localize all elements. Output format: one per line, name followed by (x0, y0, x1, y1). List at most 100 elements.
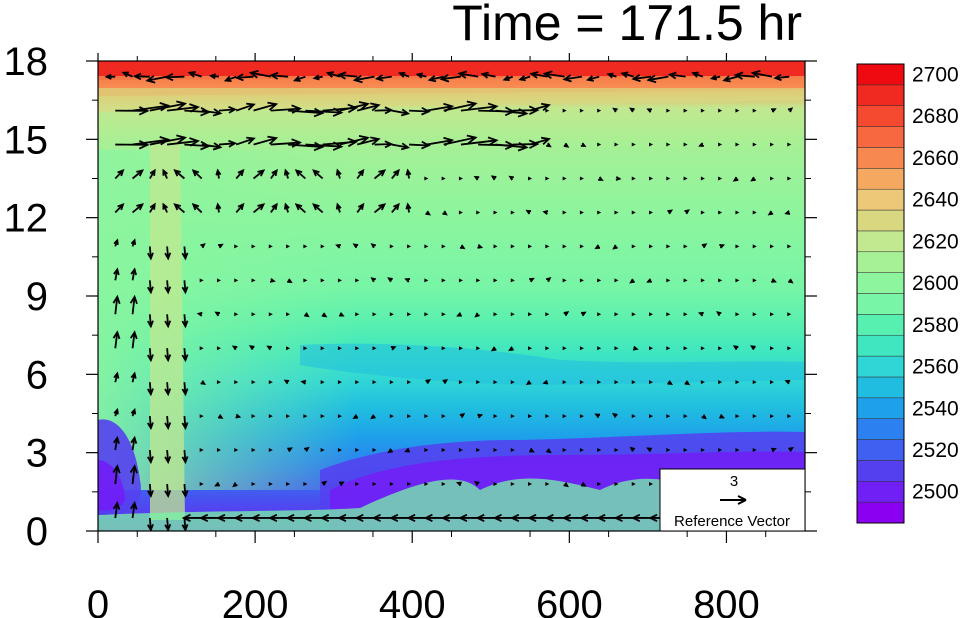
wind-vector (614, 448, 619, 453)
wind-vector (424, 346, 429, 351)
colorbar-swatch (856, 251, 905, 273)
wind-vector (750, 345, 756, 351)
wind-vector (579, 244, 584, 249)
wind-vector (302, 513, 323, 523)
wind-vector (130, 371, 137, 383)
wind-vector (787, 142, 792, 147)
wind-vector (285, 513, 306, 523)
wind-vector (545, 176, 550, 181)
wind-vector (649, 176, 654, 181)
wind-vector (373, 203, 387, 214)
wind-vector (614, 142, 619, 147)
x-tick-label: 600 (536, 583, 603, 618)
wind-vector (476, 210, 481, 215)
wind-vector (715, 311, 722, 317)
wind-vector (594, 244, 601, 250)
wind-vector (493, 482, 498, 486)
wind-vector (215, 202, 222, 213)
wind-vector (493, 244, 498, 249)
wind-vector (646, 278, 652, 283)
y-tick-label: 9 (26, 275, 48, 319)
wind-vector (339, 312, 345, 317)
wind-vector (130, 501, 138, 519)
wind-vector (200, 380, 207, 386)
wind-vector (594, 413, 601, 419)
wind-vector (474, 312, 480, 318)
wind-vector (649, 414, 654, 419)
wind-vector (270, 168, 278, 180)
wind-vector (667, 209, 674, 215)
wind-vector (709, 74, 721, 81)
wind-vector (546, 448, 552, 454)
wind-vector (132, 135, 171, 146)
wind-vector (335, 168, 342, 179)
wind-vector (493, 448, 498, 453)
wind-vector (149, 100, 188, 112)
wind-vector (147, 348, 154, 363)
wind-vector (683, 244, 688, 249)
wind-vector (129, 464, 138, 485)
wind-vector (415, 72, 427, 79)
wind-vector (104, 73, 116, 80)
wind-vector (208, 73, 220, 80)
wind-vector (235, 136, 256, 146)
wind-vector (529, 447, 535, 453)
wind-vector (149, 202, 156, 213)
wind-vector (700, 210, 705, 215)
wind-vector (510, 244, 515, 249)
colorbar-swatch (856, 334, 905, 357)
wind-vector (300, 379, 307, 385)
wind-vector (251, 278, 256, 283)
wind-vector (268, 482, 273, 486)
x-tick-label: 0 (87, 583, 109, 618)
wind-vector (320, 346, 325, 351)
colorbar-swatch (856, 460, 905, 482)
wind-vector (312, 203, 324, 214)
wind-vector (752, 448, 757, 453)
wind-vector (691, 71, 704, 78)
wind-vector (251, 482, 256, 486)
wind-vector (718, 210, 723, 215)
wind-vector (529, 102, 551, 112)
wind-vector (684, 209, 690, 215)
wind-vector (649, 482, 654, 486)
colorbar-label: 2560 (912, 356, 959, 379)
wind-vector (613, 513, 634, 523)
wind-vector (771, 447, 777, 453)
wind-vector (215, 168, 222, 179)
wind-vector (529, 136, 551, 146)
wind-vector (510, 448, 515, 453)
wind-vector (325, 71, 341, 78)
wind-vector (303, 244, 308, 249)
wind-vector (718, 346, 723, 351)
wind-vector (114, 169, 125, 180)
wind-vector (767, 210, 774, 216)
wind-vector-field (104, 69, 794, 531)
y-tick-label: 3 (26, 432, 48, 476)
colorbar-label: 2620 (912, 230, 959, 253)
wind-vector (268, 513, 289, 523)
wind-vector (666, 448, 671, 453)
wind-vector (475, 513, 496, 523)
wind-vector (750, 70, 773, 79)
colorbar-swatch (856, 439, 905, 461)
wind-vector (476, 278, 481, 283)
wind-vector (425, 379, 432, 385)
wind-vector (614, 346, 619, 351)
wind-vector (490, 346, 497, 352)
wind-vector (441, 346, 446, 351)
wind-vector (164, 348, 172, 363)
wind-vector (666, 108, 671, 113)
wind-vector (200, 243, 206, 249)
wind-vector (355, 346, 360, 351)
colorbar-swatch (856, 188, 905, 211)
wind-vector (303, 278, 308, 283)
wind-vector (320, 278, 325, 283)
wind-vector (480, 71, 496, 79)
wind-vector (268, 380, 273, 385)
colorbar-swatch (856, 105, 905, 127)
wind-vector (223, 75, 237, 82)
wind-vector (198, 513, 219, 523)
wind-vector (252, 169, 266, 180)
wind-vector (115, 140, 150, 150)
